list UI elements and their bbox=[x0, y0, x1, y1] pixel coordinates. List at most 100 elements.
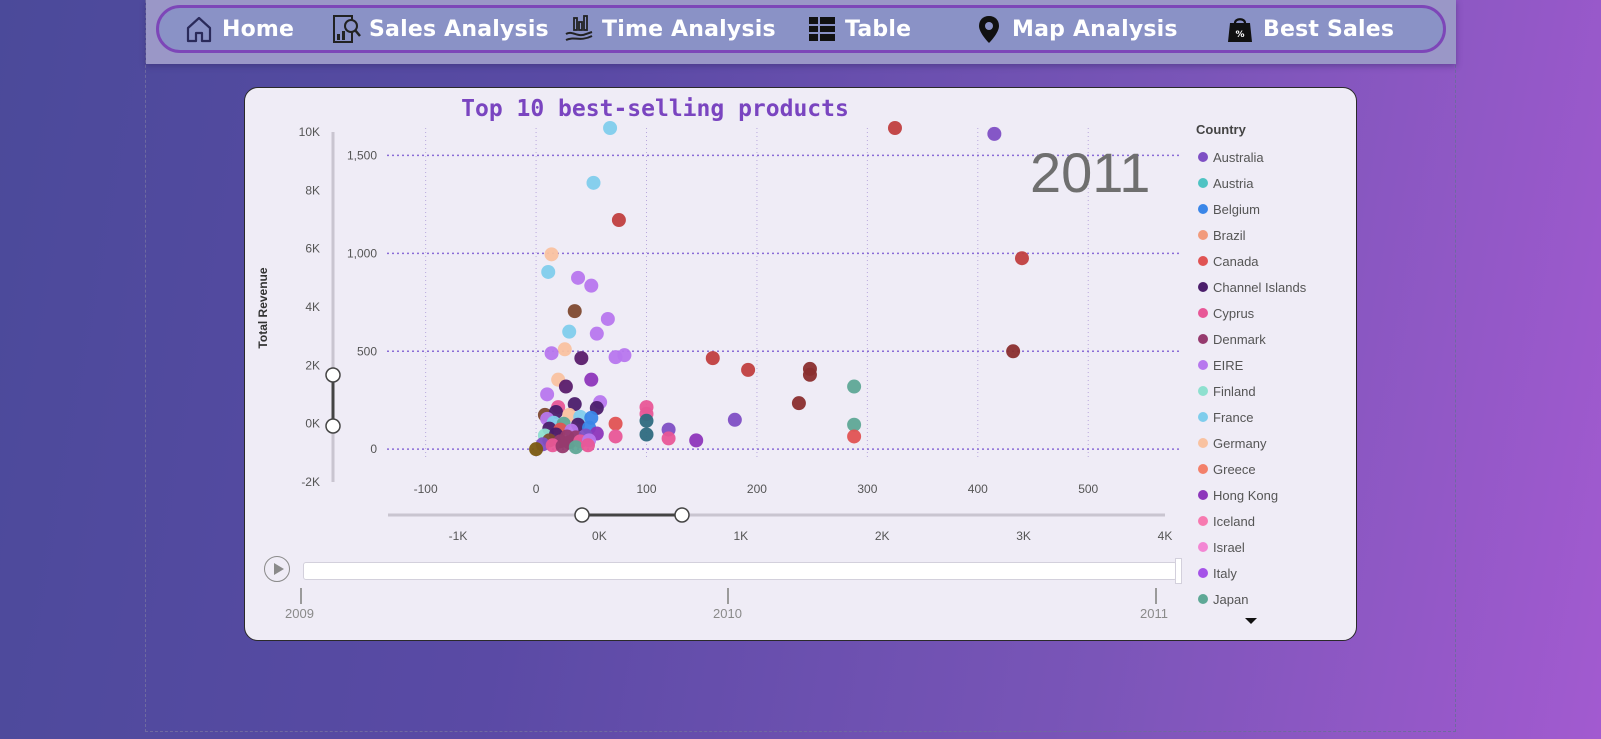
legend-marker bbox=[1198, 412, 1208, 422]
x-slider-handle[interactable] bbox=[574, 507, 590, 523]
scatter-point[interactable] bbox=[571, 270, 586, 285]
scatter-point[interactable] bbox=[847, 417, 862, 432]
legend-label: Austria bbox=[1213, 175, 1254, 191]
scatter-point[interactable] bbox=[705, 351, 720, 366]
scatter-point[interactable] bbox=[544, 247, 559, 262]
timeline-tick bbox=[1155, 588, 1157, 604]
legend-marker bbox=[1198, 490, 1208, 500]
scatter-point[interactable] bbox=[987, 126, 1002, 141]
legend-item[interactable]: Canada bbox=[1196, 248, 1356, 274]
legend-item[interactable]: Denmark bbox=[1196, 326, 1356, 352]
play-button[interactable] bbox=[264, 556, 290, 582]
scatter-point[interactable] bbox=[600, 311, 615, 326]
timeline-label-2009: 2009 bbox=[285, 606, 314, 621]
legend-marker bbox=[1198, 256, 1208, 266]
nav-sales-analysis-button[interactable]: Sales Analysis bbox=[331, 8, 549, 50]
nav-time-analysis-button[interactable]: Time Analysis bbox=[564, 8, 776, 50]
legend-label: Iceland bbox=[1213, 513, 1255, 529]
scatter-point[interactable] bbox=[557, 342, 572, 357]
shopping-bag-percent-icon: % bbox=[1228, 18, 1252, 42]
scatter-point[interactable] bbox=[574, 351, 589, 366]
scatter-point[interactable] bbox=[611, 213, 626, 228]
scatter-point[interactable] bbox=[661, 431, 676, 446]
x-tick-label: -100 bbox=[414, 482, 438, 496]
scatter-point[interactable] bbox=[689, 433, 704, 448]
scatter-point[interactable] bbox=[727, 412, 742, 427]
play-axis-timeline[interactable] bbox=[303, 562, 1177, 580]
scatter-point[interactable] bbox=[541, 264, 556, 279]
scatter-point[interactable] bbox=[586, 175, 601, 190]
legend-item[interactable]: Brazil bbox=[1196, 222, 1356, 248]
x-tick-label: 300 bbox=[857, 482, 877, 496]
legend-scroll-down-icon[interactable] bbox=[1245, 618, 1257, 624]
scatter-point[interactable] bbox=[555, 439, 570, 454]
scatter-chart-visual: Top 10 best-selling products -100 0 100 200… bbox=[244, 87, 1357, 641]
y-slider-tick-label: 2K bbox=[305, 358, 320, 372]
scatter-point[interactable] bbox=[603, 121, 618, 135]
scatter-point[interactable] bbox=[887, 121, 902, 135]
y-slider-handle[interactable] bbox=[325, 367, 341, 383]
nav-best-sales-button[interactable]: % Best Sales bbox=[1225, 8, 1394, 50]
scatter-point[interactable] bbox=[639, 413, 654, 428]
legend-item[interactable]: Belgium bbox=[1196, 196, 1356, 222]
navigation-bar: Home Sales Analysis Time Analysis Table bbox=[156, 5, 1446, 53]
x-slider-tick-label: 4K bbox=[1158, 529, 1173, 543]
x-slider-tick-label: 3K bbox=[1016, 529, 1031, 543]
legend-item[interactable]: EIRE bbox=[1196, 352, 1356, 378]
timeline-label-2011: 2011 bbox=[1140, 606, 1168, 621]
legend-item[interactable]: Japan bbox=[1196, 586, 1356, 612]
nav-map-analysis-button[interactable]: Map Analysis bbox=[974, 8, 1178, 50]
scatter-point[interactable] bbox=[589, 326, 604, 341]
legend-item[interactable]: Iceland bbox=[1196, 508, 1356, 534]
scatter-point[interactable] bbox=[847, 379, 862, 394]
legend-item[interactable]: Italy bbox=[1196, 560, 1356, 586]
legend-marker bbox=[1198, 568, 1208, 578]
x-slider-handle[interactable] bbox=[674, 507, 690, 523]
legend-item[interactable]: Israel bbox=[1196, 534, 1356, 560]
legend-item[interactable]: Austria bbox=[1196, 170, 1356, 196]
hand-chart-icon bbox=[565, 15, 593, 41]
scatter-point[interactable] bbox=[1014, 251, 1029, 266]
legend-item[interactable]: Cyprus bbox=[1196, 300, 1356, 326]
scatter-point[interactable] bbox=[562, 324, 577, 339]
nav-table-button[interactable]: Table bbox=[807, 8, 911, 50]
legend-item[interactable]: Germany bbox=[1196, 430, 1356, 456]
legend-item[interactable]: France bbox=[1196, 404, 1356, 430]
scatter-point[interactable] bbox=[802, 367, 817, 382]
scatter-point[interactable] bbox=[544, 346, 559, 361]
scatter-point[interactable] bbox=[558, 379, 573, 394]
scatter-point[interactable] bbox=[617, 348, 632, 363]
legend-item[interactable]: Finland bbox=[1196, 378, 1356, 404]
legend-item[interactable]: Australia bbox=[1196, 144, 1356, 170]
scatter-point[interactable] bbox=[567, 397, 582, 412]
scatter-point[interactable] bbox=[540, 387, 555, 402]
year-watermark: 2011 bbox=[1030, 141, 1151, 204]
scatter-point[interactable] bbox=[567, 304, 582, 319]
nav-home-button[interactable]: Home bbox=[184, 8, 294, 50]
scatter-point[interactable] bbox=[529, 442, 544, 457]
scatter-point[interactable] bbox=[584, 278, 599, 293]
scatter-point[interactable] bbox=[1006, 344, 1021, 359]
y-slider-handle[interactable] bbox=[325, 418, 341, 434]
scatter-point[interactable] bbox=[847, 429, 862, 444]
legend-item[interactable]: Hong Kong bbox=[1196, 482, 1356, 508]
y-slider-tick-label: -2K bbox=[301, 475, 320, 489]
legend-item[interactable]: Channel Islands bbox=[1196, 274, 1356, 300]
scatter-point[interactable] bbox=[608, 416, 623, 431]
legend-item[interactable]: Greece bbox=[1196, 456, 1356, 482]
play-axis-thumb[interactable] bbox=[1175, 558, 1182, 584]
legend-label: EIRE bbox=[1213, 357, 1244, 373]
scatter-point[interactable] bbox=[741, 362, 756, 377]
legend-title: Country bbox=[1196, 122, 1246, 137]
scatter-point[interactable] bbox=[584, 372, 599, 387]
scatter-point[interactable] bbox=[568, 440, 583, 455]
scatter-point[interactable] bbox=[791, 396, 806, 411]
legend-label: Denmark bbox=[1213, 331, 1266, 347]
legend-label: Japan bbox=[1213, 591, 1249, 607]
scatter-point[interactable] bbox=[639, 427, 654, 442]
report-canvas bbox=[145, 0, 1456, 732]
legend-marker bbox=[1198, 516, 1208, 526]
scatter-point[interactable] bbox=[608, 429, 623, 444]
legend-marker bbox=[1198, 594, 1208, 604]
scatter-point[interactable] bbox=[580, 438, 595, 453]
